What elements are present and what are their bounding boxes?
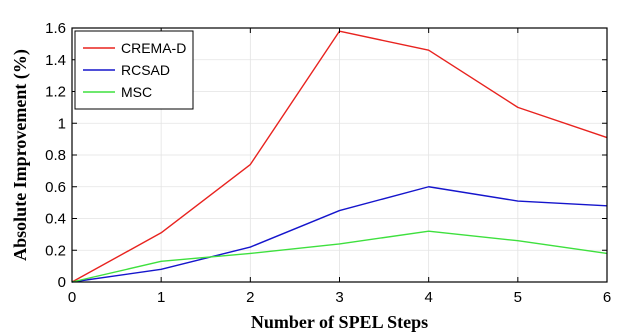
x-tick-label: 6 (603, 289, 611, 306)
y-tick-label: 1.2 (45, 84, 66, 101)
x-axis-label: Number of SPEL Steps (251, 312, 428, 332)
x-tick-label: 0 (68, 289, 76, 306)
y-tick-label: 1.4 (45, 52, 66, 69)
legend: CREMA-D RCSAD MSC (74, 30, 194, 110)
y-tick-label: 1.6 (45, 20, 66, 37)
x-tick-label: 1 (157, 289, 165, 306)
y-tick-label: 0.2 (45, 242, 66, 259)
legend-label-crema-d: CREMA-D (121, 40, 186, 56)
axis-ticks: 0 1 2 3 4 5 6 0 0.2 0.4 0.6 0.8 1 1.2 1.4 1.6 (45, 20, 611, 306)
x-tick-label: 5 (514, 289, 522, 306)
y-tick-label: 1 (58, 115, 66, 132)
legend-label-msc: MSC (121, 84, 152, 100)
x-tick-label: 4 (424, 289, 432, 306)
y-axis-label: Absolute Improvement (%) (10, 49, 31, 261)
series-line-rcsad (71, 186, 608, 283)
y-tick-label: 0.6 (45, 179, 66, 196)
legend-label-rcsad: RCSAD (121, 62, 170, 78)
x-tick-label: 2 (246, 289, 254, 306)
y-tick-label: 0.4 (45, 211, 66, 228)
series-line-msc (71, 230, 608, 283)
y-tick-label: 0.8 (45, 147, 66, 164)
y-tick-label: 0 (58, 274, 66, 291)
x-tick-label: 3 (335, 289, 343, 306)
